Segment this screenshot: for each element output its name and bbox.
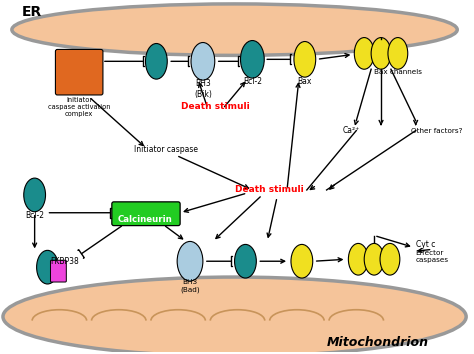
Text: Mitochondrion: Mitochondrion: [327, 336, 428, 349]
Text: Death stimuli: Death stimuli: [182, 102, 250, 111]
Ellipse shape: [348, 244, 368, 275]
Ellipse shape: [177, 241, 203, 281]
Text: Initiator caspase: Initiator caspase: [134, 145, 198, 154]
Text: Effector
caspases: Effector caspases: [416, 250, 449, 263]
Ellipse shape: [294, 41, 316, 77]
Text: Calcineurin: Calcineurin: [118, 215, 173, 224]
Text: Ca²⁺: Ca²⁺: [343, 126, 360, 135]
Text: BH3
(Bad): BH3 (Bad): [180, 279, 200, 292]
Ellipse shape: [36, 250, 58, 284]
Ellipse shape: [240, 40, 264, 78]
Ellipse shape: [24, 178, 46, 212]
Text: FKBP38: FKBP38: [50, 257, 79, 266]
Text: Other factors?: Other factors?: [411, 127, 462, 133]
Text: ER: ER: [22, 5, 42, 19]
Text: Cyt c: Cyt c: [416, 240, 435, 249]
Ellipse shape: [146, 44, 167, 79]
Ellipse shape: [388, 38, 408, 69]
Text: Bax: Bax: [298, 77, 312, 86]
Ellipse shape: [371, 38, 391, 69]
Ellipse shape: [235, 244, 256, 278]
Text: BH3
(Bik): BH3 (Bik): [194, 79, 212, 98]
Ellipse shape: [291, 244, 313, 278]
Ellipse shape: [191, 42, 215, 80]
FancyBboxPatch shape: [112, 202, 180, 225]
Ellipse shape: [380, 244, 400, 275]
Text: Bcl-2: Bcl-2: [243, 77, 262, 86]
Text: Bax channels: Bax channels: [374, 69, 422, 75]
FancyBboxPatch shape: [50, 260, 66, 282]
Text: Death stimuli: Death stimuli: [235, 185, 303, 194]
Text: Initiator
caspase activation
complex: Initiator caspase activation complex: [48, 97, 110, 117]
FancyBboxPatch shape: [55, 50, 103, 95]
Ellipse shape: [354, 38, 374, 69]
Ellipse shape: [364, 244, 384, 275]
Text: Bcl-2: Bcl-2: [25, 211, 44, 220]
Ellipse shape: [3, 277, 466, 354]
Ellipse shape: [12, 4, 457, 55]
